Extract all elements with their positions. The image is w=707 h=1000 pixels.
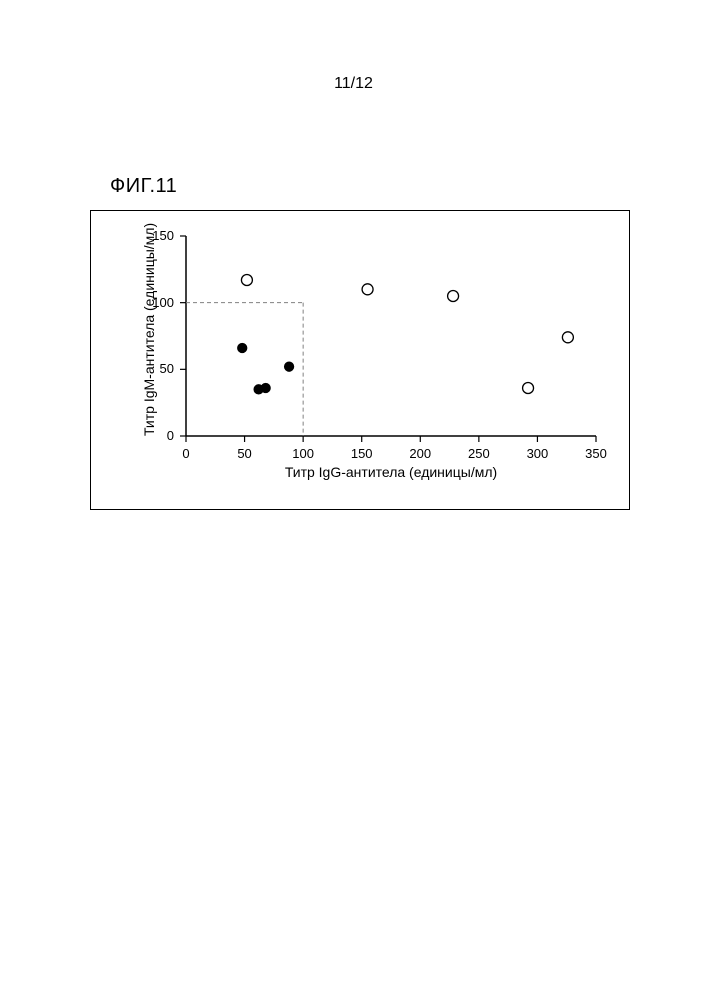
- y-axis-label: Титр IgM-антитела (единицы/мл): [141, 236, 157, 436]
- x-tick-label: 100: [291, 446, 315, 461]
- x-tick-label: 0: [174, 446, 198, 461]
- page-number: 11/12: [0, 75, 707, 93]
- figure-label: ФИГ.11: [110, 175, 177, 198]
- x-tick-label: 200: [408, 446, 432, 461]
- x-tick-label: 300: [525, 446, 549, 461]
- x-tick-label: 350: [584, 446, 608, 461]
- y-tick-label: 0: [167, 428, 174, 443]
- x-tick-label: 250: [467, 446, 491, 461]
- x-axis-label: Титр IgG-антитела (единицы/мл): [186, 464, 596, 480]
- y-tick-label: 50: [160, 361, 174, 376]
- x-tick-label: 50: [233, 446, 257, 461]
- scatter-chart: Титр IgM-антитела (единицы/мл) Титр IgG-…: [90, 210, 630, 510]
- y-tick-label: 100: [152, 295, 174, 310]
- y-tick-label: 150: [152, 228, 174, 243]
- x-tick-label: 150: [350, 446, 374, 461]
